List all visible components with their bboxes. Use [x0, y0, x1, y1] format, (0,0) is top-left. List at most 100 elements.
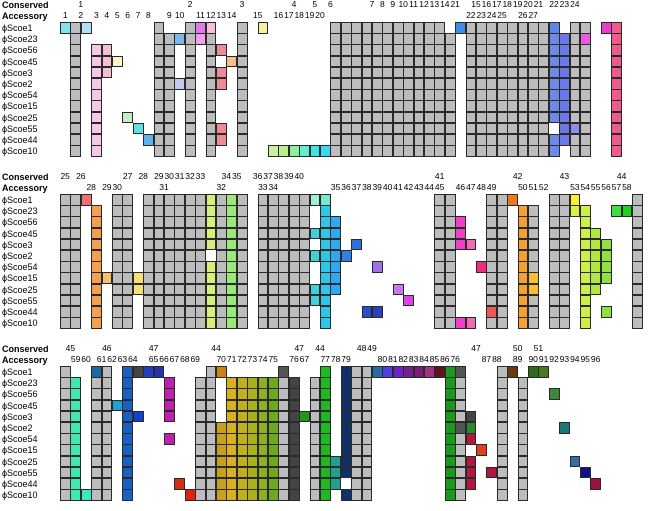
accessory-gene-cell — [91, 283, 103, 296]
accessory-gene-cell — [132, 410, 144, 423]
conserved-gene-cell — [372, 55, 383, 68]
conserved-gene-cell — [184, 306, 196, 318]
accessory-gene-cell — [320, 478, 331, 490]
accessory-gene-cell — [320, 294, 331, 307]
conserved-number: 10 — [398, 0, 408, 9]
conserved-gene-cell — [465, 134, 477, 146]
conserved-gene-cell — [195, 205, 207, 217]
conserved-gene-cell — [60, 317, 71, 329]
conserved-gene-cell — [559, 306, 571, 318]
accessory-gene-cell — [330, 238, 342, 251]
conserved-gene-cell — [372, 78, 383, 90]
accessory-gene-cell — [580, 283, 591, 296]
conserved-gene-cell — [361, 388, 373, 401]
conserved-gene-cell — [413, 100, 425, 113]
conserved-gene-cell — [580, 145, 591, 157]
accessory-gene-cell — [278, 145, 290, 157]
conserved-gene-cell — [122, 216, 134, 229]
phage-label: ϕScoe45 — [2, 56, 38, 67]
conserved-gene-cell — [143, 261, 155, 273]
accessory-gene-cell — [580, 272, 591, 285]
accessory-gene-cell — [486, 466, 498, 479]
accessory-gene-cell — [444, 388, 456, 401]
conserved-gene-cell — [424, 44, 435, 57]
conserved-gene-cell — [236, 134, 248, 146]
accessory-number: 51 — [528, 182, 538, 192]
conserved-gene-cell — [112, 205, 123, 217]
conserved-gene-cell — [476, 78, 487, 90]
accessory-gene-cell — [268, 377, 279, 389]
accessory-gene-cell — [559, 55, 571, 68]
conserved-gene-cell — [205, 399, 217, 412]
accessory-number: 42 — [403, 182, 414, 192]
conserved-label: Conserved — [2, 344, 49, 354]
conserved-gene-cell — [216, 283, 227, 296]
accessory-gene-cell — [559, 89, 571, 101]
conserved-gene-cell — [143, 194, 155, 206]
conserved-gene-cell — [236, 238, 248, 251]
accessory-number: 68 — [180, 354, 190, 364]
conserved-gene-cell — [164, 145, 175, 157]
conserved-gene-cell — [455, 388, 467, 401]
conserved-gene-cell — [507, 145, 519, 157]
conserved-gene-cell — [580, 100, 591, 113]
accessory-gene-cell — [122, 111, 134, 124]
conserved-gene-cell — [184, 272, 196, 285]
phage-label: ϕScoe2 — [2, 251, 33, 261]
conserved-gene-cell — [361, 89, 373, 101]
accessory-gene-cell — [236, 377, 248, 389]
conserved-gene-cell — [101, 466, 113, 479]
conserved-gene-cell — [517, 466, 529, 479]
conserved-gene-cell — [184, 216, 196, 229]
conserved-gene-cell — [548, 238, 560, 251]
conserved-gene-cell — [236, 78, 248, 90]
accessory-gene-cell — [288, 388, 300, 401]
accessory-gene-cell — [320, 205, 331, 217]
accessory-gene-cell — [205, 205, 217, 217]
accessory-gene-cell — [257, 466, 269, 479]
conserved-gene-cell — [361, 55, 373, 68]
accessory-gene-cell — [236, 489, 248, 501]
conserved-gene-cell — [143, 306, 155, 318]
conserved-gene-cell — [101, 433, 113, 445]
accessory-gene-cell — [91, 134, 103, 146]
conserved-gene-cell — [413, 66, 425, 79]
conserved-gene-cell — [299, 272, 311, 285]
conserved-gene-cell — [538, 89, 550, 101]
accessory-gene-cell — [122, 399, 134, 412]
conserved-gene-cell — [517, 377, 529, 389]
accessory-gene-cell — [320, 227, 331, 240]
conserved-gene-cell — [486, 33, 498, 45]
conserved-gene-cell — [153, 44, 165, 57]
conserved-gene-cell — [382, 111, 394, 124]
conserved-gene-cell — [496, 283, 508, 296]
conserved-gene-cell — [569, 33, 581, 45]
accessory-gene-cell — [330, 455, 342, 468]
accessory-gene-cell — [465, 478, 477, 490]
conserved-gene-cell — [184, 100, 196, 113]
accessory-gene-cell — [580, 261, 591, 273]
conserved-gene-cell — [91, 478, 103, 490]
conserved-gene-cell — [403, 78, 415, 90]
conserved-gene-cell — [174, 317, 186, 329]
conserved-gene-cell — [392, 66, 404, 79]
phage-label: ϕScoe3 — [2, 411, 33, 422]
accessory-number: 58 — [622, 182, 632, 192]
conserved-gene-cell — [195, 410, 207, 423]
phage-label: ϕScoe56 — [2, 45, 38, 56]
conserved-gene-cell — [434, 44, 446, 57]
accessory-gene-cell — [320, 489, 331, 501]
conserved-gene-cell — [205, 444, 217, 457]
accessory-gene-cell — [257, 388, 269, 401]
conserved-gene-cell — [392, 33, 404, 45]
conserved-gene-cell — [528, 44, 539, 57]
accessory-number: 74 — [258, 354, 268, 364]
conserved-number: 46 — [102, 343, 112, 353]
accessory-gene-cell — [580, 33, 591, 45]
conserved-gene-cell — [70, 33, 82, 45]
conserved-gene-cell — [153, 317, 165, 329]
accessory-gene-cell — [340, 455, 352, 468]
conserved-gene-cell — [195, 272, 207, 285]
accessory-gene-cell — [143, 134, 155, 146]
accessory-number: 53 — [570, 182, 580, 192]
